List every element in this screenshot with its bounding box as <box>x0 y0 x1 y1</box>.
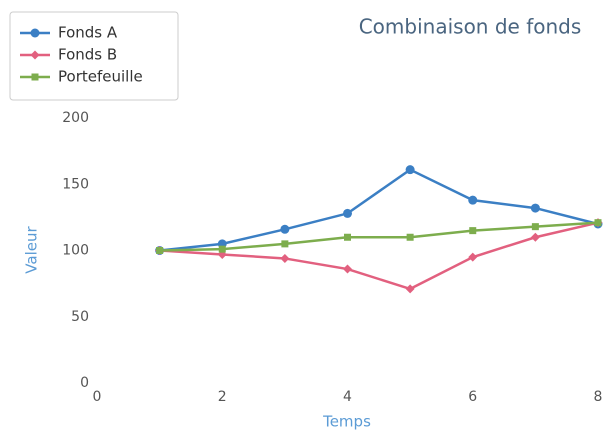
marker <box>405 284 415 294</box>
marker <box>218 245 226 253</box>
y-tick-label: 200 <box>62 110 89 126</box>
marker <box>468 195 478 205</box>
marker <box>405 165 415 175</box>
y-tick-label: 150 <box>62 176 89 192</box>
legend-box <box>9 11 179 101</box>
marker <box>280 224 290 234</box>
legend-marker <box>31 73 39 81</box>
legend-label: Portefeuille <box>58 68 143 86</box>
series-line <box>159 221 599 291</box>
series-line <box>159 168 599 252</box>
y-tick-label: 50 <box>71 309 89 325</box>
series-line <box>159 221 599 252</box>
marker <box>156 247 164 254</box>
y-tick-label: 0 <box>80 375 89 391</box>
marker <box>406 233 414 241</box>
x-tick-label: 4 <box>343 389 352 405</box>
marker <box>530 232 540 242</box>
x-tick-label: 0 <box>93 389 102 405</box>
marker <box>343 264 352 274</box>
x-tick-label: 6 <box>468 389 477 405</box>
x-tick-label: 8 <box>594 389 603 405</box>
x-axis-label: Temps <box>322 413 371 431</box>
legend-label: Fonds A <box>58 24 118 42</box>
marker <box>344 233 351 241</box>
marker <box>531 223 539 231</box>
legend-label: Fonds B <box>58 46 117 64</box>
marker <box>343 208 352 218</box>
legend-marker <box>30 50 40 60</box>
marker <box>530 203 540 213</box>
x-tick-label: 2 <box>218 389 227 405</box>
legend-marker <box>30 28 40 38</box>
marker <box>280 253 290 263</box>
marker <box>468 252 478 262</box>
marker <box>594 219 602 227</box>
y-tick-label: 100 <box>62 243 89 259</box>
marker <box>469 227 477 235</box>
chart-title: Combinaison de fonds <box>359 15 582 39</box>
marker <box>281 240 289 248</box>
y-axis-label: Valeur <box>23 225 41 273</box>
